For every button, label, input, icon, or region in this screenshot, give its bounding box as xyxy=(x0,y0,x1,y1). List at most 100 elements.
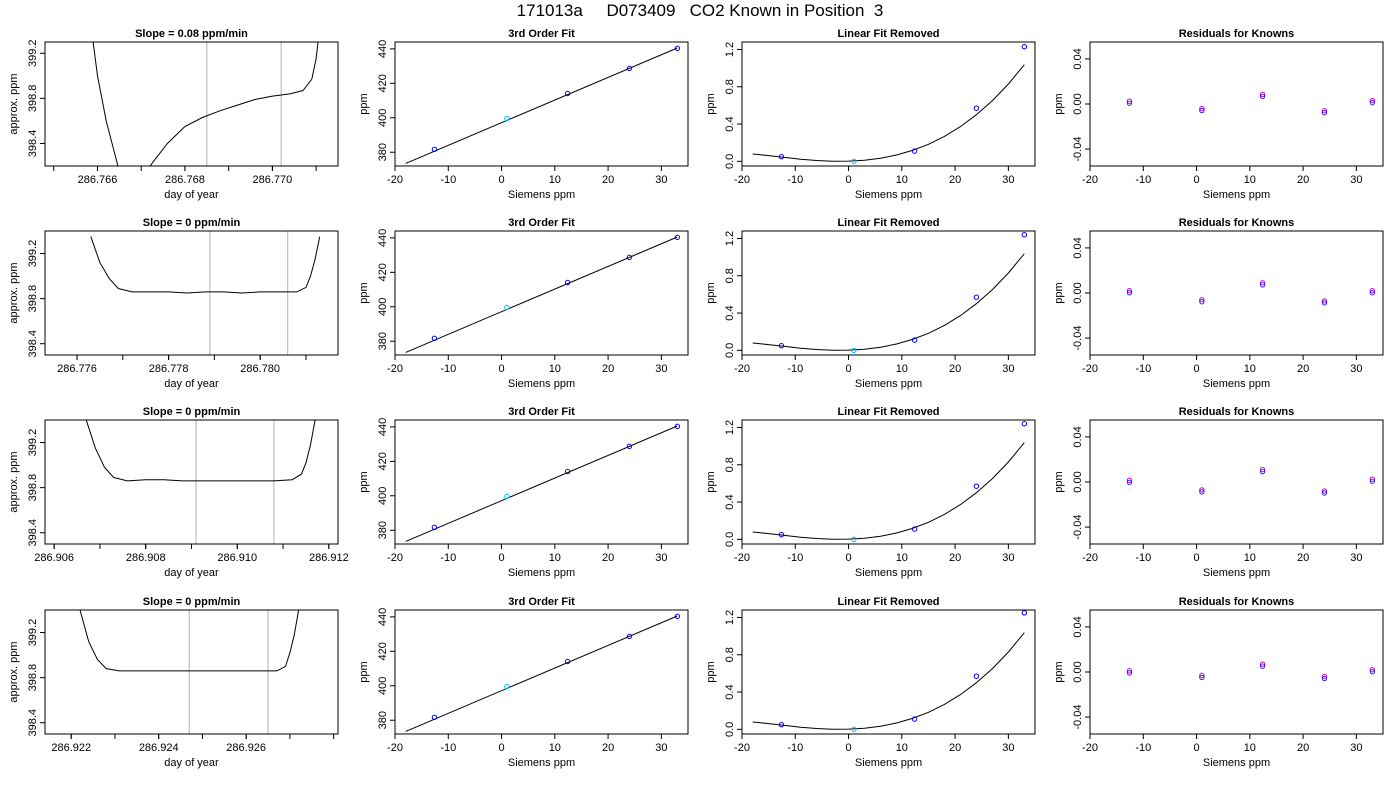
y-tick-label: 0.4 xyxy=(724,684,736,699)
y-tick-label: 400 xyxy=(377,109,389,127)
x-tick-label: 20 xyxy=(1297,742,1309,754)
y-tick-label: 0.8 xyxy=(724,268,736,283)
fit-curve xyxy=(752,442,1025,540)
x-tick-label: 286.922 xyxy=(51,742,91,754)
panel-title: Slope = 0 ppm/min xyxy=(143,217,241,229)
plot-frame xyxy=(1089,419,1384,545)
data-point xyxy=(1126,98,1133,104)
x-tick-label: -20 xyxy=(387,742,403,754)
data-point xyxy=(973,673,980,679)
data-point xyxy=(911,716,918,722)
data-point xyxy=(1321,298,1328,304)
plot-frame xyxy=(394,419,689,545)
panel-title: Linear Fit Removed xyxy=(837,406,939,418)
y-tick-label: 0.4 xyxy=(724,116,736,131)
x-tick-label: 30 xyxy=(655,363,667,375)
x-axis-label: Siemens ppm xyxy=(855,189,922,201)
x-tick-label: 30 xyxy=(1350,742,1362,754)
panel-residuals-row-1: Residuals for Knowns -20 -10 0 10 20 30 -0.04 0.… xyxy=(1053,217,1384,390)
y-axis-label: ppm xyxy=(358,93,370,114)
x-tick-label: 20 xyxy=(602,363,614,375)
y-tick-label: 0.04 xyxy=(1072,616,1084,637)
plot-frame xyxy=(741,419,1036,545)
x-tick-label: -20 xyxy=(1082,174,1098,186)
y-axis-label: approx. ppm xyxy=(8,262,20,323)
x-tick-label: 286.780 xyxy=(240,363,280,375)
y-tick-label: 0.8 xyxy=(724,79,736,94)
panel-title: Residuals for Knowns xyxy=(1179,28,1295,40)
x-tick-label: 20 xyxy=(949,552,961,564)
plot-frame xyxy=(394,230,689,356)
plot-frame xyxy=(44,609,339,735)
x-tick-label: 30 xyxy=(1002,174,1014,186)
y-axis-label: ppm xyxy=(705,471,717,492)
data-point xyxy=(1021,610,1028,616)
x-tick-label: 20 xyxy=(1297,552,1309,564)
panel-title: Residuals for Knowns xyxy=(1179,406,1295,418)
data-point xyxy=(1259,466,1266,473)
panel-fit-row-1: 3rd Order Fit -20 -10 0 10 20 30 380 400 420 440 Si… xyxy=(358,217,689,390)
x-tick-label: -20 xyxy=(734,742,750,754)
x-tick-label: 0 xyxy=(1193,552,1199,564)
data-point xyxy=(851,347,857,354)
plot-frame xyxy=(394,609,689,735)
y-axis-label: ppm xyxy=(1053,471,1065,492)
y-axis-label: ppm xyxy=(705,93,717,114)
panel-title: 3rd Order Fit xyxy=(508,596,575,608)
y-tick-label: 398.8 xyxy=(27,664,39,692)
y-tick-label: 0.4 xyxy=(724,305,736,320)
data-point-duplicate xyxy=(1321,675,1328,682)
y-tick-label: 420 xyxy=(377,452,389,470)
x-tick-label: -10 xyxy=(787,174,803,186)
plot-frame xyxy=(741,41,1036,167)
y-tick-label: 1.2 xyxy=(724,42,736,57)
y-tick-label: 398.4 xyxy=(27,709,39,737)
x-tick-label: 10 xyxy=(549,742,561,754)
concentration-trace xyxy=(85,420,316,482)
y-tick-label: 380 xyxy=(377,332,389,350)
x-tick-label: -20 xyxy=(1082,363,1098,375)
x-axis-label: Siemens ppm xyxy=(855,378,922,390)
panel-fit-row-3: 3rd Order Fit -20 -10 0 10 20 30 380 400 420 440 Si… xyxy=(358,596,689,769)
plot-frame xyxy=(394,41,689,167)
y-tick-label: 398.8 xyxy=(27,474,39,502)
x-axis-label: Siemens ppm xyxy=(1203,189,1270,201)
y-tick-label: 420 xyxy=(377,74,389,92)
x-tick-label: 286.768 xyxy=(165,174,205,186)
x-tick-label: -20 xyxy=(1082,742,1098,754)
panel-time-series-row-2: Slope = 0 ppm/min 286.906 286.908 286.910 28… xyxy=(8,406,349,579)
y-tick-label: -0.04 xyxy=(1072,515,1084,540)
x-tick-label: 0 xyxy=(845,552,851,564)
panel-residuals-row-2: Residuals for Knowns -20 -10 0 10 20 30 -0.04 0.… xyxy=(1053,406,1384,579)
data-point xyxy=(1369,288,1376,294)
data-point-duplicate xyxy=(1126,479,1133,485)
y-tick-label: 400 xyxy=(377,487,389,505)
x-axis-label: Siemens ppm xyxy=(855,567,922,579)
x-tick-label: -20 xyxy=(734,552,750,564)
data-point-duplicate xyxy=(1321,110,1328,116)
x-tick-label: 0 xyxy=(498,552,504,564)
x-axis-label: Siemens ppm xyxy=(1203,567,1270,579)
x-tick-label: 10 xyxy=(1244,174,1256,186)
x-tick-label: 0 xyxy=(498,363,504,375)
concentration-trace xyxy=(92,42,319,166)
data-point xyxy=(564,658,571,665)
concentration-trace xyxy=(90,236,321,294)
data-point xyxy=(778,531,785,538)
x-tick-label: 0 xyxy=(845,174,851,186)
data-point xyxy=(431,714,438,720)
panel-linear-row-0: Linear Fit Removed -20 -10 0 10 20 30 0.0 0.4 0.8… xyxy=(705,28,1036,201)
data-point xyxy=(1199,487,1205,493)
x-axis-label: Siemens ppm xyxy=(508,189,575,201)
y-tick-label: 440 xyxy=(377,229,389,247)
panel-title: Slope = 0 ppm/min xyxy=(143,406,241,418)
figure-title: 171013a D073409 CO2 Known in Position 3 xyxy=(516,1,884,20)
x-axis-label: day of year xyxy=(164,757,219,769)
x-axis-label: Siemens ppm xyxy=(1203,757,1270,769)
y-axis-label: ppm xyxy=(1053,93,1065,114)
x-tick-label: -20 xyxy=(734,363,750,375)
y-axis-label: ppm xyxy=(1053,282,1065,303)
x-tick-label: -10 xyxy=(787,552,803,564)
data-point xyxy=(1259,280,1266,286)
